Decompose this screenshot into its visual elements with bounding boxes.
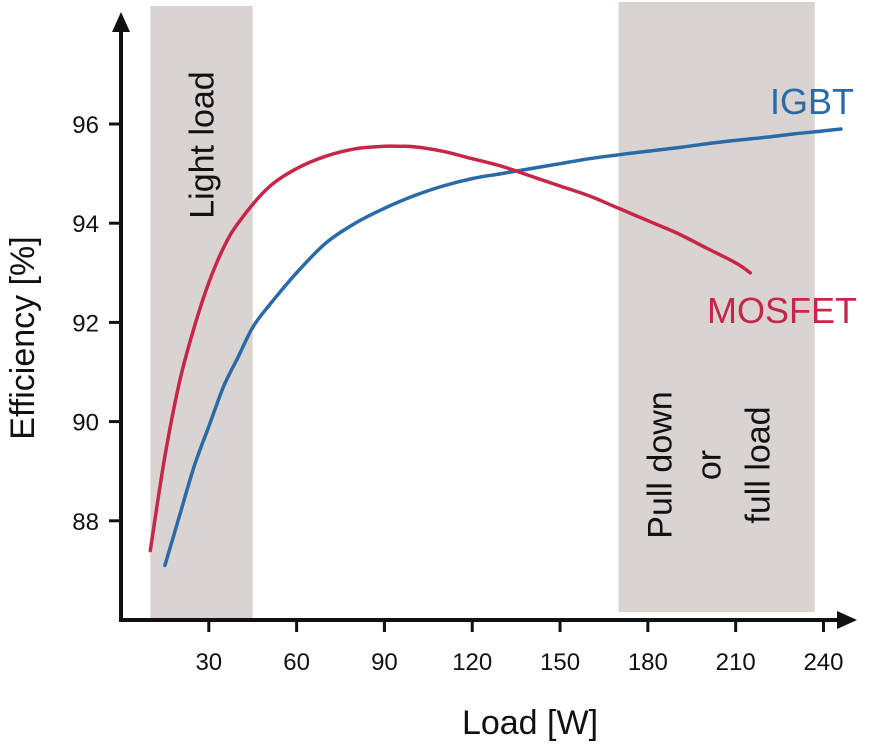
x-tick-label: 240 bbox=[803, 649, 843, 676]
series-label-igbt: IGBT bbox=[770, 81, 854, 122]
y-tick-label: 92 bbox=[72, 310, 99, 337]
ticks: 30 60 90 120 150 180 210 240 88 90 92 94 96 bbox=[72, 112, 843, 676]
series-label-mosfet: MOSFET bbox=[707, 290, 857, 331]
series-labels: IGBT MOSFET bbox=[707, 81, 857, 331]
shaded-regions: Light load Pull down or full load bbox=[150, 2, 815, 618]
y-tick-label: 96 bbox=[72, 112, 99, 139]
series-line-igbt bbox=[163, 127, 843, 568]
x-tick-label: 60 bbox=[283, 649, 310, 676]
y-tick-label: 88 bbox=[72, 509, 99, 536]
y-axis-arrow bbox=[112, 12, 130, 32]
x-tick-label: 180 bbox=[628, 649, 668, 676]
y-axis-label: Efficiency [%] bbox=[4, 236, 42, 439]
x-tick-label: 210 bbox=[716, 649, 756, 676]
x-tick-label: 120 bbox=[452, 649, 492, 676]
y-tick-label: 94 bbox=[72, 211, 99, 238]
shaded-region-2 bbox=[618, 2, 815, 612]
region-label-2: Pull down or full load bbox=[642, 391, 778, 538]
series-lines bbox=[148, 127, 843, 568]
x-axis-arrow bbox=[837, 611, 857, 629]
series-line-mosfet bbox=[148, 144, 753, 553]
x-tick-label: 30 bbox=[195, 649, 222, 676]
x-tick-label: 150 bbox=[540, 649, 580, 676]
x-tick-label: 90 bbox=[371, 649, 398, 676]
shaded-region-1 bbox=[150, 6, 253, 618]
y-tick-label: 90 bbox=[72, 410, 99, 437]
x-axis-label: Load [W] bbox=[462, 704, 598, 742]
region-label-1: Light load bbox=[183, 71, 221, 218]
